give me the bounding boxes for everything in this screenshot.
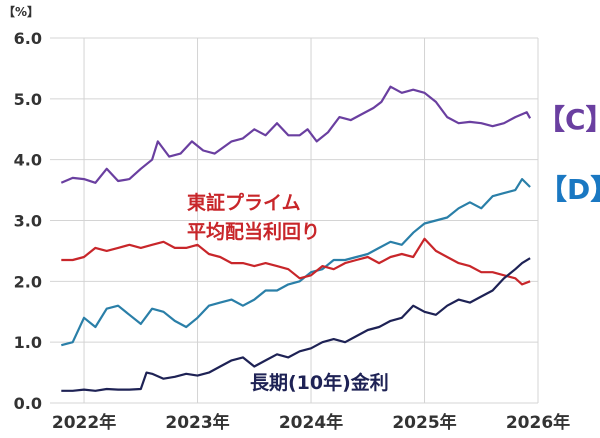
x-tick-label: 2023年 [165,412,229,433]
y-tick-label: 5.0 [14,90,42,109]
y-tick-label: 3.0 [14,212,42,231]
grid [50,37,539,404]
dividend-yield-label-line2: 平均配当利回り [187,220,320,243]
dividend-yield-label-line1: 東証プライム [187,191,301,214]
series-line-3 [61,257,531,392]
x-tick-label: 2022年 [52,412,116,433]
x-tick-label: 2024年 [279,412,343,433]
y-tick-label: 1.0 [14,333,42,352]
series-line-1 [61,178,531,347]
y-tick-label: 6.0 [14,29,42,48]
series-d-label: 【D】 [539,173,600,206]
series-line-0 [60,85,532,184]
jgb-yield-label: 長期(10年)金利 [250,371,389,394]
y-tick-label: 0.0 [14,394,42,413]
y-tick-label: 2.0 [14,272,42,291]
x-tick-label: 2025年 [392,412,456,433]
series-line-2 [61,237,531,286]
axis-ticks: 0.0 1.0 2.0 3.0 4.0 5.0 6.0 2022年 2023年 2024年 2025… [14,29,571,433]
series-c-label: 【C】 [537,103,600,136]
y-tick-label: 4.0 [14,151,42,170]
x-tick-label: 2026年 [506,412,570,433]
unit-label: 【%】 [3,4,39,19]
series-lines [60,85,532,392]
